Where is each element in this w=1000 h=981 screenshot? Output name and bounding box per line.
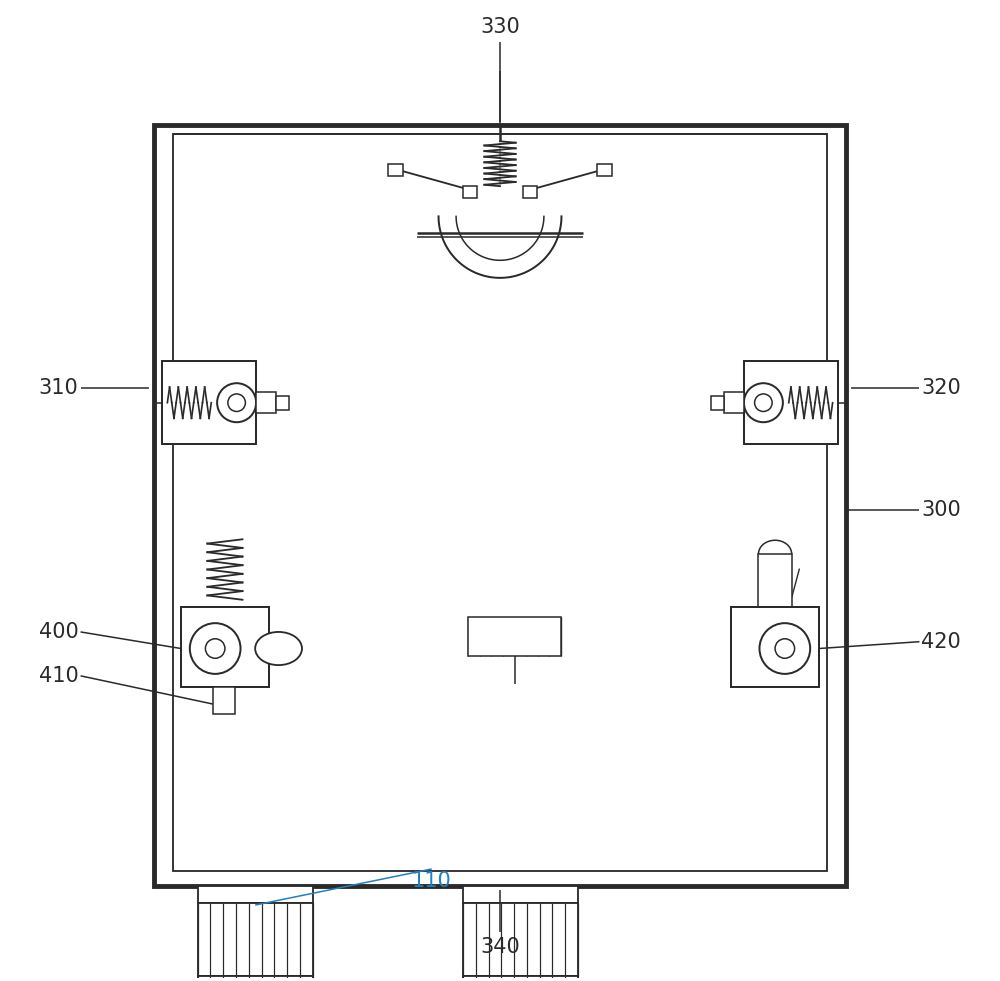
Bar (198, 976, 313, 981)
Bar (468, 617, 561, 656)
Bar (463, 186, 477, 198)
Text: 410: 410 (39, 666, 79, 686)
Circle shape (744, 384, 783, 422)
Bar (173, 134, 827, 871)
Text: 310: 310 (39, 378, 79, 398)
Bar (731, 606, 819, 687)
Circle shape (775, 639, 795, 658)
Bar (463, 904, 578, 976)
Bar (597, 164, 612, 177)
Bar (256, 392, 276, 413)
Circle shape (755, 394, 772, 411)
Text: 420: 420 (921, 632, 961, 651)
Bar (276, 396, 289, 409)
Text: 330: 330 (480, 17, 520, 37)
Circle shape (190, 623, 241, 674)
Bar (744, 361, 838, 444)
Ellipse shape (255, 632, 302, 665)
Bar (198, 904, 313, 976)
Bar (724, 392, 744, 413)
Bar (463, 976, 578, 981)
Bar (711, 396, 724, 409)
Circle shape (759, 623, 810, 674)
Text: 340: 340 (480, 937, 520, 957)
Bar (154, 125, 846, 886)
Circle shape (228, 394, 245, 411)
Bar (388, 164, 403, 177)
Text: 110: 110 (412, 871, 452, 891)
Text: 320: 320 (921, 378, 961, 398)
Bar (463, 886, 578, 904)
Text: 300: 300 (921, 500, 961, 520)
Circle shape (217, 384, 256, 422)
Bar (162, 361, 256, 444)
Text: 400: 400 (39, 622, 79, 642)
Bar (213, 687, 235, 714)
Bar (523, 186, 537, 198)
Circle shape (205, 639, 225, 658)
Bar (198, 886, 313, 904)
Bar (758, 554, 792, 607)
Bar (181, 606, 269, 687)
